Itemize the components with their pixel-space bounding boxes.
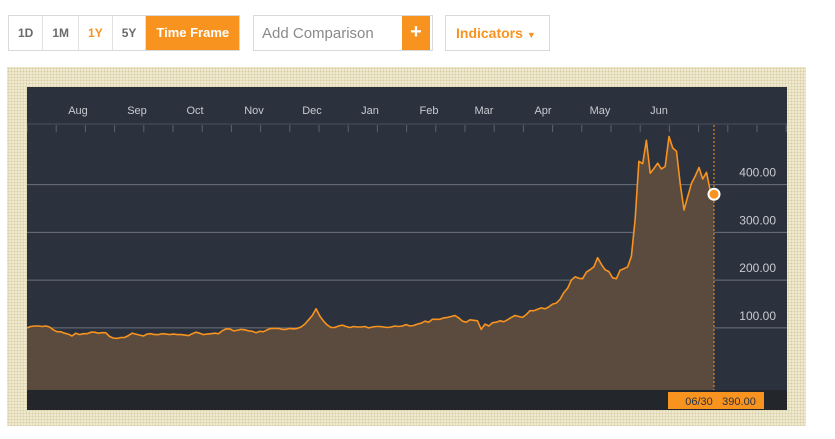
x-tick-label: Oct (186, 105, 203, 117)
x-tick-label: Dec (302, 105, 322, 117)
chevron-down-icon: ▼ (526, 30, 536, 40)
last-value-marker (707, 187, 721, 201)
x-tick-label: May (590, 105, 611, 117)
indicators-label: Indicators (456, 25, 523, 41)
x-tick-label: Mar (475, 105, 494, 117)
comparison-box: + (253, 15, 433, 51)
price-area (27, 136, 714, 390)
header-divider (27, 123, 787, 125)
range-selector: 1D 1M 1Y 5Y Time Frame (8, 15, 241, 51)
chart-toolbar: 1D 1M 1Y 5Y Time Frame + Indicators▼ (0, 0, 835, 60)
x-tick-label: Jan (361, 105, 379, 117)
y-tick-label: 200.00 (739, 261, 776, 275)
range-1m-button[interactable]: 1M (43, 16, 80, 50)
range-5y-button[interactable]: 5Y (113, 16, 147, 50)
price-line (27, 135, 715, 340)
cursor-badge-background (668, 392, 764, 409)
x-tick-label: Jun (650, 105, 668, 117)
date-axis-bar (27, 390, 787, 410)
y-tick-label: 100.00 (739, 309, 776, 323)
x-tick-label: Feb (420, 105, 439, 117)
price-chart[interactable]: Aug Sep Oct Nov Dec Jan Feb Mar Apr May Jun 100.00… (27, 87, 787, 410)
x-axis-ticks: Aug Sep Oct Nov Dec Jan Feb Mar Apr May Jun (27, 105, 787, 132)
y-axis-labels: 100.00 200.00 300.00 400.00 (739, 166, 776, 323)
y-tick-label: 300.00 (739, 213, 776, 227)
x-tick-label: Apr (534, 105, 551, 117)
range-1y-button[interactable]: 1Y (79, 16, 113, 50)
x-tick-label: Nov (244, 105, 264, 117)
time-frame-button[interactable]: Time Frame (146, 16, 240, 50)
add-comparison-button[interactable]: + (402, 16, 430, 50)
cursor-badge: 06/30 390.00 (668, 392, 764, 409)
cursor-value-label: 390.00 (722, 396, 756, 408)
comparison-input[interactable] (254, 16, 402, 50)
range-1d-button[interactable]: 1D (9, 16, 44, 50)
cursor-date-label: 06/30 (685, 396, 713, 408)
indicators-dropdown[interactable]: Indicators ▼ (445, 15, 550, 51)
y-tick-label: 400.00 (739, 166, 776, 180)
x-tick-label: Sep (127, 105, 147, 117)
x-tick-label: Aug (68, 105, 88, 117)
